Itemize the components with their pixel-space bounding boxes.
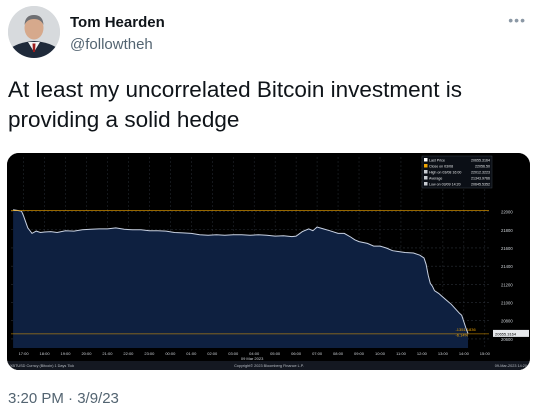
legend-label: High on 03/08 16:00 — [429, 171, 461, 175]
x-date-label: 09 Mar 2023 — [241, 356, 264, 361]
last-price-tag-text: 20655.3164 — [495, 331, 517, 336]
x-tick-label: 09:00 — [354, 351, 365, 356]
legend-swatch — [424, 158, 428, 162]
tweet-timestamp[interactable]: 3:20 PM · 3/9/23 — [8, 390, 119, 407]
x-tick-label: 10:00 — [375, 351, 386, 356]
price-area — [13, 209, 469, 348]
legend-value: 22012.3223 — [471, 171, 490, 175]
legend-label: Last Price — [429, 159, 445, 163]
attached-chart-image[interactable]: 22000 21800 21600 21400 21200 21000 20800 20600… — [7, 153, 530, 370]
y-tick-label: 21600 — [501, 246, 513, 251]
legend-value: 22056.50 — [475, 165, 490, 169]
x-tick-label: 19:00 — [61, 351, 72, 356]
last-price-tag — [493, 329, 529, 337]
x-tick-label: 14:00 — [459, 351, 470, 356]
author-handle[interactable]: @followtheh — [70, 36, 153, 53]
x-tick-label: 06:00 — [291, 351, 302, 356]
x-tick-label: 00:00 — [165, 351, 176, 356]
x-tick-label: 05:00 — [270, 351, 281, 356]
x-tick-label: 08:00 — [333, 351, 344, 356]
footer-right-text: 09-Mar-2023 14:20 — [495, 364, 527, 368]
x-tick-label: 13:00 — [438, 351, 449, 356]
more-horizontal-icon[interactable]: ••• — [508, 12, 526, 28]
x-tick-label: 22:00 — [123, 351, 134, 356]
x-tick-label: 21:00 — [102, 351, 113, 356]
legend-label: Average — [429, 177, 442, 181]
author-block: Tom Hearden @followtheh — [70, 13, 165, 54]
legend-value: 20655.3164 — [471, 159, 490, 163]
y-tick-label: 21200 — [501, 282, 513, 287]
legend-box — [421, 155, 493, 189]
legend-swatch — [424, 170, 428, 174]
legend-swatch — [424, 182, 428, 186]
x-tick-label: 15:00 — [480, 351, 491, 356]
legend-label: Low on 03/09 14:20 — [429, 183, 461, 187]
y-tick-label: 21000 — [501, 301, 513, 306]
avatar-image — [8, 6, 60, 58]
x-tick-label: 04:00 — [249, 351, 260, 356]
footer-bar — [7, 361, 530, 370]
x-tick-label: 17:00 — [19, 351, 30, 356]
price-line — [13, 209, 469, 334]
author-name[interactable]: Tom Hearden — [70, 14, 165, 31]
bitcoin-price-chart: 22000 21800 21600 21400 21200 21000 20800 20600… — [7, 153, 530, 370]
x-tick-label: 07:00 — [312, 351, 323, 356]
y-tick-label: 21800 — [501, 228, 513, 233]
change-value-label: -1351.1836 — [455, 327, 476, 332]
x-tick-label: 12:00 — [417, 351, 428, 356]
y-tick-label: 20600 — [501, 337, 513, 342]
legend-swatch — [424, 164, 428, 168]
x-tick-label: 23:00 — [144, 351, 155, 356]
change-percent-label: -6.14% — [455, 332, 468, 337]
legend-value: 21343.9766 — [471, 177, 490, 181]
x-tick-label: 20:00 — [81, 351, 92, 356]
x-tick-label: 18:00 — [40, 351, 51, 356]
legend-value: 20645.5352 — [471, 183, 490, 187]
x-tick-label: 02:00 — [207, 351, 218, 356]
x-tick-label: 03:00 — [228, 351, 239, 356]
legend-label: Close on 03/08 — [429, 165, 453, 169]
y-tick-label: 22000 — [501, 210, 513, 215]
avatar[interactable] — [8, 6, 60, 58]
y-tick-label: 21400 — [501, 264, 513, 269]
x-tick-label: 11:00 — [396, 351, 406, 356]
x-tick-label: 01:00 — [186, 351, 197, 356]
tweet-text: At least my uncorrelated Bitcoin investm… — [8, 77, 462, 132]
footer-left-text: XBTUSD Curncy (Bitcoin) 1 Days Tick — [10, 364, 74, 368]
y-tick-label: 20800 — [501, 319, 513, 324]
legend-swatch — [424, 176, 428, 180]
footer-center-text: Copyright© 2023 Bloomberg Finance L.P. — [234, 364, 304, 368]
